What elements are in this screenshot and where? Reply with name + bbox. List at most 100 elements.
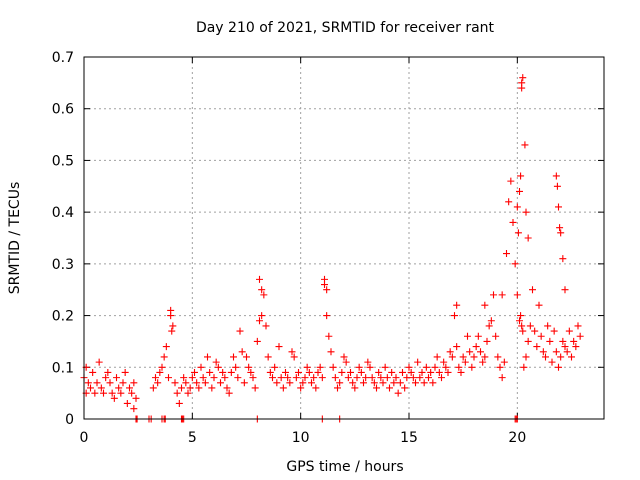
data-point <box>284 374 292 382</box>
chart-title: Day 210 of 2021, SRMTID for receiver ran… <box>196 20 495 36</box>
data-point <box>160 353 168 361</box>
data-point <box>474 332 482 340</box>
data-point <box>340 353 348 361</box>
data-point <box>375 368 383 376</box>
data-point <box>214 363 222 371</box>
data-point <box>329 363 337 371</box>
data-point <box>537 332 545 340</box>
data-point <box>149 384 157 392</box>
data-point <box>574 322 582 330</box>
data-point <box>314 368 322 376</box>
x-tick-label: 5 <box>188 430 197 446</box>
data-point <box>453 301 461 309</box>
y-tick-label: 0.4 <box>52 205 74 221</box>
data-point <box>379 379 387 387</box>
data-point <box>251 384 259 392</box>
data-point <box>514 229 522 237</box>
data-point <box>503 250 510 258</box>
data-point <box>403 374 411 382</box>
data-point <box>572 343 580 351</box>
data-point <box>401 384 409 392</box>
data-point <box>168 327 176 335</box>
data-point <box>442 363 450 371</box>
data-point <box>299 379 307 387</box>
data-point <box>210 374 218 382</box>
data-point <box>383 374 391 382</box>
data-point <box>115 384 123 392</box>
data-point <box>516 317 523 325</box>
data-point <box>557 353 565 361</box>
data-point <box>481 301 489 309</box>
data-point <box>162 343 170 351</box>
data-point <box>158 363 166 371</box>
data-point <box>414 358 422 366</box>
data-point <box>240 379 248 387</box>
data-point <box>154 379 162 387</box>
data-point <box>256 275 263 283</box>
data-point <box>531 327 539 335</box>
data-point <box>303 363 311 371</box>
data-point <box>550 327 558 335</box>
data-point <box>89 368 97 376</box>
data-point <box>256 317 263 325</box>
data-point <box>461 358 469 366</box>
data-point <box>377 374 385 382</box>
data-point <box>522 208 530 216</box>
data-point <box>243 353 250 361</box>
data-point <box>349 379 357 387</box>
data-point <box>517 172 525 180</box>
x-tick-label: 20 <box>508 430 526 446</box>
data-point <box>498 291 506 299</box>
data-point <box>509 218 517 226</box>
y-tick-label: 0.3 <box>52 257 74 273</box>
data-point <box>433 353 441 361</box>
data-point <box>106 379 114 387</box>
data-point <box>253 337 261 345</box>
data-point <box>104 368 112 376</box>
data-point <box>336 379 344 387</box>
data-point <box>422 363 430 371</box>
data-point <box>576 332 584 340</box>
y-tick-label: 0.7 <box>52 50 74 66</box>
data-point <box>355 363 363 371</box>
data-point <box>344 374 352 382</box>
data-point <box>108 389 116 397</box>
data-point <box>316 363 324 371</box>
data-point <box>498 374 506 382</box>
data-point <box>485 322 493 330</box>
data-point <box>123 399 131 407</box>
data-point <box>223 384 231 392</box>
data-point <box>416 374 424 382</box>
data-point <box>565 327 573 335</box>
data-point <box>492 332 500 340</box>
data-point <box>238 348 246 356</box>
data-point <box>364 358 372 366</box>
data-point <box>370 379 378 387</box>
data-point <box>338 368 346 376</box>
data-point <box>392 374 400 382</box>
data-point <box>323 312 331 320</box>
data-point <box>522 353 530 361</box>
data-point <box>470 353 478 361</box>
data-point <box>524 234 532 242</box>
data-point <box>539 348 547 356</box>
data-point <box>100 389 107 397</box>
y-tick-label: 0 <box>65 412 74 428</box>
data-point <box>468 363 476 371</box>
data-point <box>518 84 526 92</box>
data-point <box>121 368 129 376</box>
data-point <box>225 389 233 397</box>
data-point <box>258 286 266 294</box>
data-point <box>357 368 365 376</box>
data-point <box>247 368 255 376</box>
data-point <box>221 374 229 382</box>
data-point <box>399 368 406 376</box>
data-point <box>483 337 491 345</box>
data-point <box>290 353 298 361</box>
data-point <box>487 317 495 325</box>
data-point <box>310 374 318 382</box>
data-point <box>548 358 556 366</box>
data-point <box>175 399 183 407</box>
data-point <box>204 353 211 361</box>
data-point <box>93 379 101 387</box>
